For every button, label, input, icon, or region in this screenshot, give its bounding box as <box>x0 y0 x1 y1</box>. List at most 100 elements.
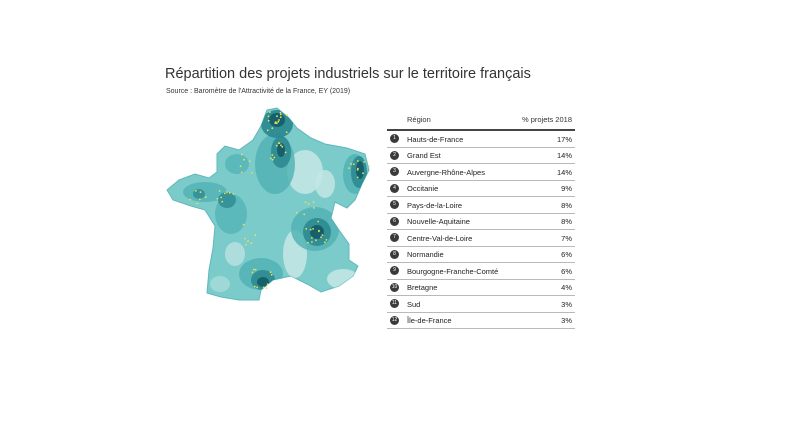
project-dot <box>265 287 268 289</box>
rank-badge: 4 <box>390 183 399 193</box>
project-dot <box>305 228 308 230</box>
project-dot <box>189 198 192 201</box>
table-row: 2 Grand Est 14% <box>387 148 575 164</box>
region-pct: 4% <box>561 283 572 292</box>
project-dot <box>313 207 315 209</box>
project-dot <box>350 163 352 165</box>
rank-badge: 3 <box>390 167 399 176</box>
region-pct: 14% <box>556 167 572 177</box>
project-dot <box>251 271 254 274</box>
project-dot <box>309 228 312 231</box>
project-dot <box>275 122 278 125</box>
project-dot <box>204 196 207 198</box>
rank-badge: 2 <box>390 150 399 160</box>
project-dot <box>221 200 224 203</box>
table-row: 9 Bourgogne-Franche-Comté 6% <box>387 263 575 280</box>
project-dot <box>220 196 222 199</box>
region-name: Hauts-de-France <box>407 134 464 144</box>
project-dot <box>279 113 282 116</box>
region-name: Auvergne-Rhône-Alpes <box>407 167 485 177</box>
project-dot <box>269 157 272 160</box>
france-density-map <box>166 107 370 301</box>
region-name: Normandie <box>407 250 444 259</box>
project-dot <box>271 127 274 130</box>
project-dot <box>228 192 231 194</box>
project-dot <box>348 167 350 169</box>
project-dot <box>253 285 256 288</box>
region-name: Nouvelle-Aquitaine <box>407 217 470 226</box>
table-row: 8 Normandie 6% <box>387 247 575 263</box>
project-dot <box>311 241 313 243</box>
column-header-region: Région <box>407 115 431 124</box>
project-dot <box>311 237 313 239</box>
project-dot <box>250 242 253 245</box>
table-row: 7 Centre-Val-de-Loire 7% <box>387 230 575 247</box>
project-dot <box>247 240 249 243</box>
project-dot <box>216 197 219 200</box>
project-dot <box>196 202 199 205</box>
region-name: Centre-Val-de-Loire <box>407 233 473 243</box>
project-dot <box>281 145 284 148</box>
project-dot <box>251 172 253 174</box>
project-dot <box>363 161 366 163</box>
table-body: 1 Hauts-de-France 17% 2 Grand Est 14% 3 Auvergn… <box>387 131 575 329</box>
project-dot <box>317 220 320 223</box>
region-pct: 17% <box>556 134 572 144</box>
project-dot <box>240 153 243 156</box>
project-dot <box>312 201 315 203</box>
rank-badge: 7 <box>390 233 399 242</box>
table-row: 3 Auvergne-Rhône-Alpes 14% <box>387 164 575 181</box>
table-row: 1 Hauts-de-France 17% <box>387 131 575 148</box>
region-table: Région % projets 2018 1 Hauts-de-France 17… <box>387 112 575 329</box>
project-dot <box>304 201 307 204</box>
region-pct: 3% <box>561 316 572 325</box>
rank-badge: 10 <box>390 282 399 292</box>
project-dot <box>254 234 257 237</box>
rank-badge: 6 <box>390 216 399 226</box>
project-dot <box>318 230 320 233</box>
region-name: Grand Est <box>407 151 441 160</box>
project-dot <box>279 116 282 119</box>
project-dot <box>303 213 305 216</box>
rank-badge: 9 <box>390 266 399 275</box>
project-dot <box>262 286 265 289</box>
project-dot <box>279 111 282 114</box>
project-dot <box>357 167 359 170</box>
project-dot <box>280 144 282 147</box>
table-header: Région % projets 2018 <box>387 112 575 131</box>
region-pct: 3% <box>561 299 572 309</box>
project-dot <box>284 151 287 154</box>
project-dot <box>243 158 245 161</box>
region-name: Île-de-France <box>407 316 452 325</box>
project-dot <box>232 193 235 195</box>
project-dot <box>266 283 269 286</box>
project-dot <box>199 191 202 193</box>
project-dot <box>357 160 359 162</box>
project-dot <box>269 111 271 113</box>
page-title: Répartition des projets industriels sur … <box>165 66 531 82</box>
project-dot <box>315 239 317 242</box>
table-row: 4 Occitanie 9% <box>387 181 575 197</box>
project-dot <box>352 163 355 166</box>
project-dot <box>286 114 288 117</box>
project-dot <box>240 171 243 174</box>
project-dot <box>362 172 364 175</box>
project-dot <box>312 228 314 230</box>
project-dot <box>239 165 242 168</box>
project-dot <box>275 144 278 147</box>
project-dot <box>285 131 288 134</box>
project-dot <box>248 160 251 163</box>
project-dot <box>267 115 270 118</box>
project-dot <box>321 234 324 237</box>
project-dot <box>195 190 197 192</box>
project-dot <box>307 241 309 244</box>
project-dot <box>276 115 278 118</box>
project-dot <box>277 120 280 123</box>
project-dot <box>252 268 255 271</box>
project-dot <box>226 191 228 193</box>
region-name: Sud <box>407 299 421 309</box>
region-name: Bretagne <box>407 283 438 292</box>
rank-badge: 5 <box>390 200 399 209</box>
region-name: Pays-de-la-Loire <box>407 200 463 210</box>
project-dot <box>270 273 273 276</box>
